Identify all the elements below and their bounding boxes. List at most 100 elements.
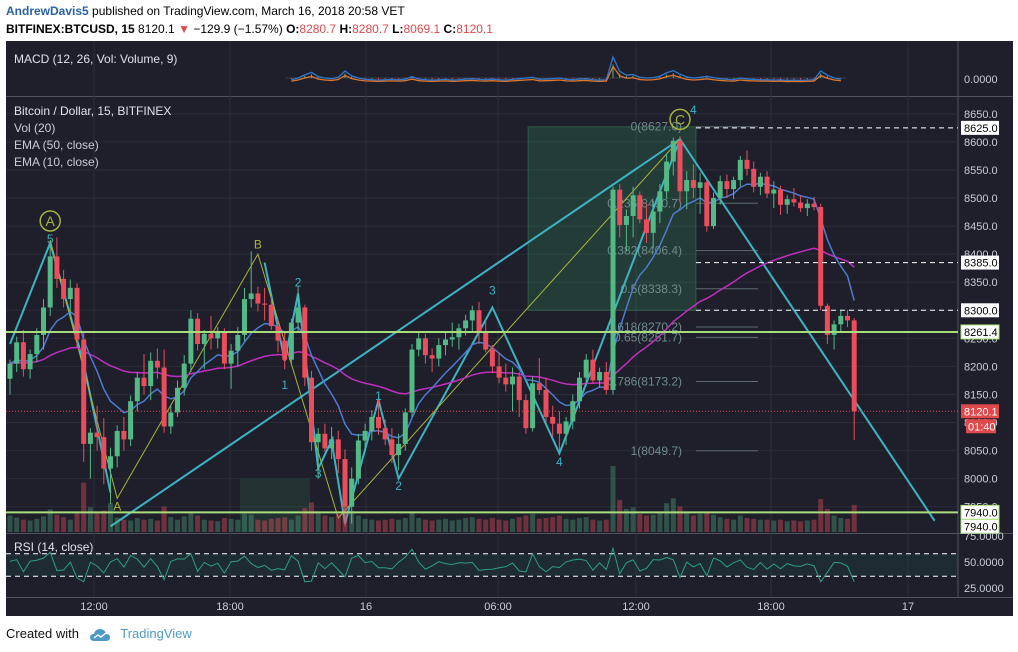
volume-bar — [550, 517, 556, 532]
volume-bar — [255, 519, 261, 532]
time-tick-label: 12:00 — [622, 601, 650, 613]
wave-label: C — [675, 111, 685, 127]
wave-circle — [39, 210, 61, 232]
candle-body — [724, 181, 730, 190]
volume-bar — [791, 520, 797, 532]
tradingview-brand[interactable]: TradingView — [120, 626, 192, 641]
candle-body — [248, 293, 254, 300]
volume-bar — [845, 518, 850, 532]
candle-body — [322, 433, 328, 449]
volume-bar — [315, 512, 321, 532]
candle-body — [556, 423, 562, 434]
close-value: 8120.1 — [456, 22, 493, 36]
volume-bar — [27, 520, 33, 532]
candle-body — [228, 350, 234, 364]
fib-level-label: 0.786(8173.2) — [607, 374, 682, 388]
candle-body — [382, 428, 388, 440]
rsi-title: RSI (14, close) — [14, 540, 93, 554]
candle-body — [764, 176, 770, 194]
signal-line — [291, 65, 841, 83]
wave-label: A — [46, 213, 56, 229]
candle-body — [416, 338, 422, 350]
candle-body — [121, 430, 127, 440]
volume-bar — [54, 514, 60, 532]
candle-body — [577, 377, 582, 402]
candle-body — [47, 256, 53, 308]
wave-label: B — [254, 238, 262, 252]
volume-bar — [175, 519, 180, 532]
volume-bar — [677, 506, 683, 532]
candle-body — [851, 320, 857, 412]
candle-body — [402, 412, 408, 444]
high-label: H: — [339, 22, 353, 36]
candle-body — [262, 303, 268, 305]
candle-body — [838, 315, 844, 325]
price-tag-label: 8300.0 — [964, 305, 998, 317]
candle-body — [14, 342, 20, 364]
chart-panel[interactable]: 12:00 18:00 16 06:00 12:00 18:00 17 8650.0 8600.… — [6, 41, 1013, 616]
volume-bar — [101, 510, 107, 532]
change-text: −129.9 (−1.57%) — [193, 22, 283, 36]
candle-body — [563, 421, 569, 434]
wave-line-b — [263, 262, 346, 524]
volume-bar — [235, 519, 241, 532]
volume-bar — [543, 518, 549, 532]
price-chart[interactable]: 12:00 18:00 16 06:00 12:00 18:00 17 8650.0 8600.… — [6, 41, 1013, 616]
low-label: L: — [392, 22, 404, 36]
study-legend: EMA (10, close) — [14, 155, 99, 169]
candle-body — [824, 305, 830, 335]
volume-bar — [851, 504, 857, 532]
olive-zigzag — [49, 138, 681, 519]
volume-bar — [449, 520, 455, 532]
volume-bar — [416, 518, 422, 532]
fib-level-label: 0(8627.0) — [631, 120, 682, 134]
candle-body — [603, 372, 609, 390]
high-value: 8280.7 — [352, 22, 389, 36]
chart-title: Bitcoin / Dollar, 15, BITFINEX — [14, 104, 171, 118]
countdown-tag — [966, 419, 996, 434]
candle-body — [396, 443, 402, 456]
candle-body — [550, 416, 556, 424]
volume-bar — [597, 520, 603, 532]
fib-level-label: 0.618(8270.2) — [607, 320, 682, 334]
volume-bar — [34, 518, 40, 532]
volume-bar — [302, 508, 308, 532]
candle-body — [845, 315, 850, 321]
candle-body — [362, 430, 368, 441]
fib-level-label: 1(8049.7) — [631, 444, 682, 458]
volume-bar — [369, 519, 375, 532]
last-price-tag — [961, 404, 999, 419]
volume-bar — [503, 520, 509, 532]
candle-body — [463, 320, 469, 329]
candle-body — [583, 359, 589, 378]
candle-body — [536, 383, 542, 390]
volume-bar — [724, 518, 730, 532]
volume-bar — [322, 515, 328, 532]
author-name[interactable]: AndrewDavis5 — [6, 4, 89, 18]
volume-bar — [61, 517, 67, 532]
candle-body — [570, 401, 576, 422]
candle-body — [831, 324, 837, 335]
volume-bar — [617, 499, 623, 532]
low-value: 8069.1 — [403, 22, 441, 36]
candle-body — [610, 189, 616, 390]
volume-bar — [697, 513, 703, 532]
price-tag-label: 7940.0 — [964, 507, 998, 519]
volume-bar — [644, 515, 649, 532]
candle-body — [650, 211, 656, 233]
candle-body — [81, 339, 87, 444]
volume-bar — [818, 499, 824, 532]
volume-bar — [335, 513, 341, 532]
candle-body — [744, 159, 750, 169]
volume-bar — [744, 518, 750, 532]
wave-label: 1 — [375, 389, 382, 403]
price-tag-box — [960, 324, 1000, 340]
price-tag-box — [961, 255, 999, 270]
fib-level-label: 0.65(8251.7) — [614, 330, 682, 344]
candle-body — [376, 416, 381, 429]
volume-bar — [530, 513, 536, 532]
candle-body — [141, 377, 147, 387]
candle-body — [7, 363, 13, 379]
candle-body — [148, 360, 154, 387]
candle-body — [429, 355, 435, 359]
